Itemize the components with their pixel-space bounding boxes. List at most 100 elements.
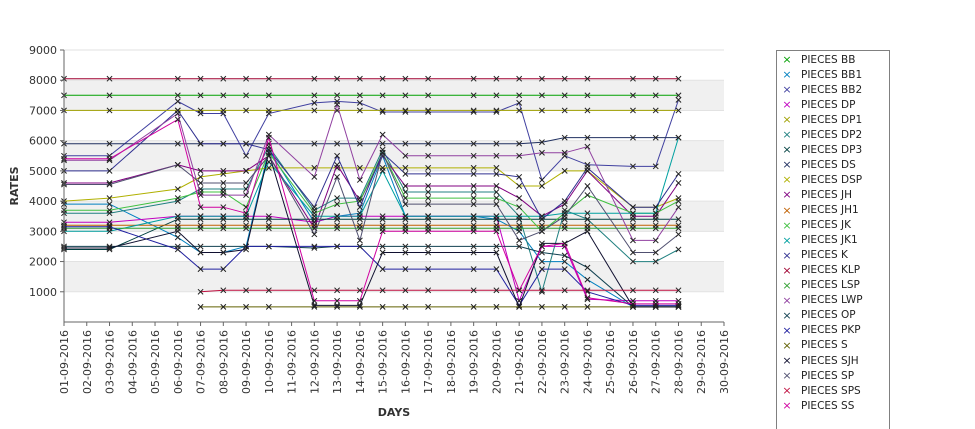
data-point — [493, 303, 500, 310]
legend-label: PIECES BB1 — [801, 68, 863, 81]
data-point — [652, 92, 659, 99]
data-point — [493, 287, 500, 294]
legend-marker-icon: × — [782, 128, 792, 142]
data-point — [106, 75, 113, 82]
data-point — [425, 266, 432, 273]
data-point — [197, 140, 204, 147]
data-point — [356, 107, 363, 114]
x-tick-label: 20-09-2016 — [490, 330, 503, 394]
legend-item: × PIECES JH1 — [780, 203, 859, 218]
data-point — [174, 195, 181, 202]
series-pieces-s — [197, 303, 682, 310]
data-point — [493, 243, 500, 250]
data-point — [561, 303, 568, 310]
legend-marker-icon: × — [782, 68, 792, 82]
data-point — [356, 297, 363, 304]
x-tick-label: 06-09-2016 — [172, 330, 185, 394]
data-point — [197, 213, 204, 220]
data-point — [538, 183, 545, 189]
data-point — [174, 246, 181, 253]
data-point — [311, 173, 318, 180]
data-point — [652, 258, 659, 265]
data-point — [470, 164, 477, 171]
data-point — [561, 107, 568, 114]
data-point — [561, 213, 568, 220]
series-line — [64, 151, 679, 232]
data-point — [652, 300, 659, 307]
data-point — [243, 140, 250, 147]
legend-label: PIECES SP — [801, 369, 855, 382]
legend-label: PIECES JH1 — [801, 204, 859, 216]
data-point — [493, 195, 500, 202]
data-point — [220, 287, 227, 294]
data-point — [197, 303, 204, 310]
grid-band — [64, 261, 724, 292]
series-line — [64, 137, 679, 232]
legend-marker-icon: × — [782, 263, 792, 277]
legend-item: × PIECES BB1 — [780, 67, 862, 82]
data-point — [584, 183, 591, 189]
data-point — [334, 213, 341, 220]
x-tick-label: 25-09-2016 — [604, 330, 617, 394]
series-layer — [61, 75, 682, 310]
data-point — [652, 163, 659, 170]
data-point — [630, 237, 636, 244]
x-axis-ticks: 01-09-2016 02-09-2016 03-09-2016 04-09-2016… — [58, 322, 731, 394]
data-point — [493, 75, 500, 82]
data-point — [197, 180, 204, 186]
data-point — [197, 192, 204, 199]
data-point — [652, 75, 659, 82]
data-point — [561, 167, 568, 174]
data-point — [220, 107, 227, 114]
data-point — [630, 249, 636, 256]
data-point — [379, 92, 386, 99]
data-point — [402, 249, 409, 256]
data-point — [220, 140, 227, 147]
data-point — [197, 75, 204, 82]
x-tick-label: 07-09-2016 — [195, 330, 208, 394]
data-point — [630, 300, 636, 307]
data-point — [425, 243, 432, 250]
x-tick-label: 12-09-2016 — [308, 330, 321, 394]
legend-label: PIECES JK — [801, 219, 852, 232]
legend-label: PIECES DS — [801, 158, 856, 171]
data-point — [493, 201, 500, 208]
data-point — [561, 134, 568, 141]
data-point — [516, 107, 523, 114]
x-tick-label: 28-09-2016 — [672, 330, 685, 394]
data-point — [516, 92, 523, 99]
data-point — [356, 213, 363, 220]
x-axis-title: DAYS — [378, 406, 411, 419]
series-line — [64, 151, 679, 253]
legend-item: × PIECES OP — [780, 308, 855, 323]
legend-item: × PIECES DS — [780, 157, 856, 172]
data-point — [311, 231, 318, 238]
data-point — [243, 287, 250, 294]
data-point — [334, 287, 341, 294]
data-point — [197, 92, 204, 99]
data-point — [470, 92, 477, 99]
data-point — [220, 243, 227, 250]
data-point — [106, 245, 113, 251]
legend-label: PIECES SJH — [801, 354, 859, 367]
data-point — [425, 140, 432, 147]
data-point — [493, 152, 500, 159]
data-point — [516, 243, 523, 250]
legend-item: × PIECES DP3 — [780, 142, 862, 157]
data-point — [334, 101, 341, 108]
legend-marker-icon: × — [782, 278, 792, 292]
y-tick-label: 3000 — [29, 225, 57, 238]
data-point — [584, 287, 591, 294]
data-point — [538, 287, 545, 294]
legend-label: PIECES JH — [801, 188, 853, 201]
legend-marker-icon: × — [782, 384, 792, 398]
legend-item: × PIECES DP1 — [780, 112, 862, 127]
data-point — [675, 225, 682, 232]
data-point — [561, 75, 568, 82]
data-point — [106, 207, 113, 214]
series-line — [64, 218, 679, 250]
data-point — [311, 302, 318, 309]
data-point — [584, 134, 591, 141]
data-point — [493, 266, 500, 273]
